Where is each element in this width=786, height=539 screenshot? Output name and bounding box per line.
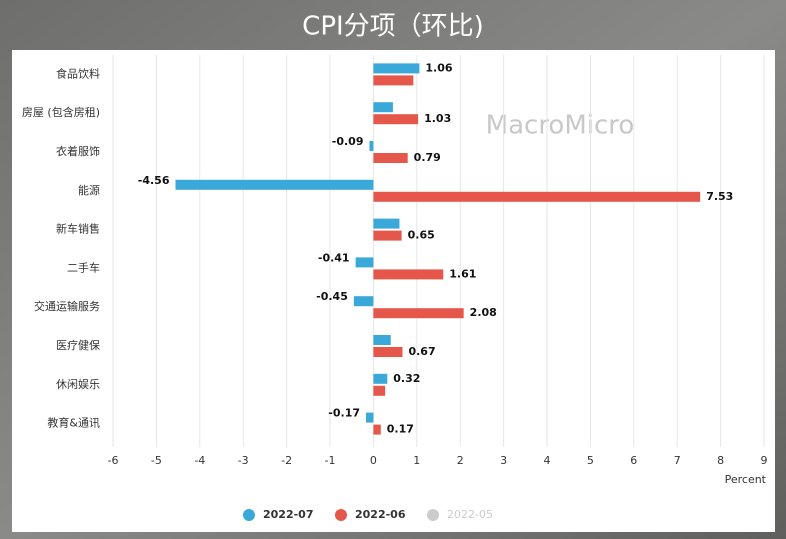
x-tick-label: 6 [630,454,637,467]
bar [373,218,400,229]
bar [373,114,419,125]
legend-label[interactable]: 2022-05 [447,508,493,521]
x-tick-label: -2 [281,454,292,467]
watermark: MacroMicro [486,111,635,141]
y-tick-label: 休闲娱乐 [56,377,100,391]
bar [373,347,403,357]
value-label: 1.06 [425,61,452,74]
value-label: 1.61 [449,267,476,280]
y-tick-label: 二手车 [67,260,100,274]
legend-label[interactable]: 2022-06 [355,508,406,521]
bar [355,257,374,268]
legend-marker [243,509,255,521]
x-tick-label: -5 [151,454,162,467]
bar [353,296,374,307]
bar [175,179,374,190]
bar [373,335,391,345]
value-label: 1.03 [424,112,451,125]
bar [373,191,701,202]
bar [373,102,393,113]
bar [366,412,374,423]
y-tick-label: 交通运输服务 [34,299,100,313]
y-tick-label: 食品饮料 [56,66,100,80]
x-tick-label: 2 [457,454,464,467]
x-tick-label: 5 [587,454,594,467]
y-tick-label: 能源 [78,183,100,197]
plot-panel [12,50,775,532]
legend-label[interactable]: 2022-07 [263,508,314,521]
legend-marker [335,509,347,521]
bar [373,373,388,384]
x-tick-label: -1 [325,454,336,467]
x-tick-label: 1 [413,454,420,467]
x-tick-label: -4 [194,454,205,467]
x-tick-label: 8 [717,454,724,467]
y-tick-label: 衣着服饰 [56,144,100,158]
bar [373,308,464,319]
y-tick-label: 房屋 (包含房租) [22,105,100,119]
bar [373,75,414,86]
x-tick-label: 0 [370,454,377,467]
x-tick-label: 4 [544,454,551,467]
legend-marker [427,509,439,521]
value-label: 2.08 [470,306,497,319]
bar [373,424,381,435]
value-label: 0.65 [408,229,435,242]
x-tick-label: 7 [674,454,681,467]
value-label: -0.45 [316,290,348,303]
value-label: -0.09 [332,135,364,148]
bar [373,63,420,74]
x-tick-label: -3 [238,454,249,467]
bar [373,153,408,163]
value-label: 0.17 [387,423,414,436]
value-label: 7.53 [706,190,733,203]
bar [373,269,444,280]
value-label: -0.41 [318,251,350,264]
y-tick-label: 医疗健保 [56,338,100,352]
bar [369,141,374,151]
value-label: 0.32 [393,372,420,385]
value-label: -4.56 [138,174,170,187]
x-tick-label: -6 [108,454,119,467]
value-label: 0.67 [408,345,435,358]
y-tick-label: 新车销售 [56,222,100,236]
bar [373,230,402,241]
x-tick-label: 9 [761,454,768,467]
chart-title: CPI分项（环比) [302,12,484,42]
x-axis-label: Percent [725,473,767,486]
value-label: 0.79 [414,151,441,164]
bar [373,385,386,396]
y-tick-label: 教育&通讯 [47,416,100,430]
value-label: -0.17 [328,407,360,420]
x-tick-label: 3 [500,454,507,467]
